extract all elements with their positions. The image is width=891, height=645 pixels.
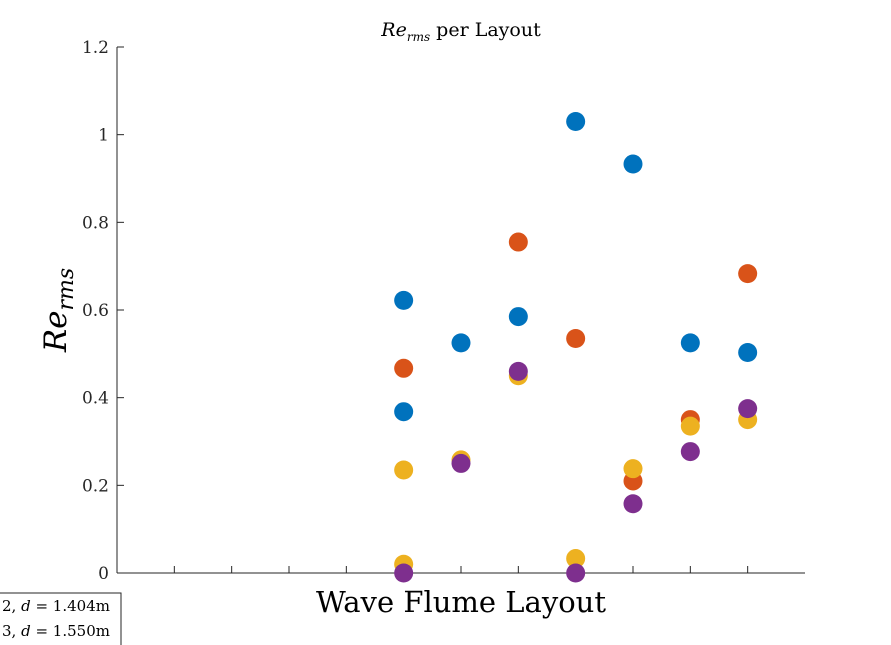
legend-entry-1: 2, d = 1.404m [2, 597, 110, 615]
chart-title-suffix: per Layout [430, 19, 541, 41]
data-point [394, 358, 414, 378]
data-point [623, 154, 643, 174]
legend-entry-2: 3, d = 1.550m [2, 622, 110, 640]
data-point [508, 361, 528, 381]
axes: 0 0.2 0.4 0.6 0.8 1 1.2 [82, 38, 805, 584]
data-point [680, 416, 700, 436]
legend-entry-2-prefix: 3, [2, 622, 21, 640]
data-point [451, 333, 471, 353]
data-point [738, 264, 758, 284]
y-axis-label-base: Re [38, 310, 74, 353]
data-point [508, 232, 528, 252]
data-point [680, 333, 700, 353]
data-point [566, 112, 586, 132]
data-point [394, 290, 414, 310]
data-point [451, 453, 471, 473]
y-tick-label: 0.4 [82, 389, 109, 409]
y-tick-label: 1.2 [82, 38, 109, 58]
data-point [738, 399, 758, 419]
data-point [394, 460, 414, 480]
y-tick-label: 0 [98, 564, 109, 584]
legend-entry-1-value: = 1.404m [31, 597, 110, 615]
y-tick-label: 1 [98, 126, 109, 146]
chart-title-base: Re [380, 19, 407, 41]
y-ticks: 0 0.2 0.4 0.6 0.8 1 1.2 [82, 38, 124, 584]
legend-box [0, 592, 122, 645]
y-axis-label-sub: rms [54, 268, 79, 311]
data-point [394, 563, 414, 583]
data-point [508, 307, 528, 327]
legend: 2, d = 1.404m 3, d = 1.550m [0, 592, 122, 645]
legend-entry-2-value: = 1.550m [31, 622, 110, 640]
y-tick-label: 0.2 [82, 476, 109, 496]
scatter-points [394, 112, 758, 583]
chart-title: Rerms per Layout [380, 19, 541, 44]
legend-entry-1-var: d [21, 597, 31, 615]
data-point [394, 402, 414, 422]
legend-entry-1-prefix: 2, [2, 597, 21, 615]
data-point [623, 459, 643, 479]
data-point [738, 343, 758, 363]
data-point [623, 494, 643, 514]
y-tick-label: 0.8 [82, 213, 109, 233]
data-point [566, 563, 586, 583]
x-ticks [173, 566, 749, 573]
legend-entry-2-var: d [21, 622, 31, 640]
chart-title-sub: rms [407, 30, 430, 44]
data-point [680, 442, 700, 462]
x-axis-label: Wave Flume Layout [316, 585, 606, 619]
data-point [566, 549, 586, 569]
data-point [566, 328, 586, 348]
y-tick-label: 0.6 [82, 301, 109, 321]
y-axis-label: Rerms [38, 268, 79, 353]
